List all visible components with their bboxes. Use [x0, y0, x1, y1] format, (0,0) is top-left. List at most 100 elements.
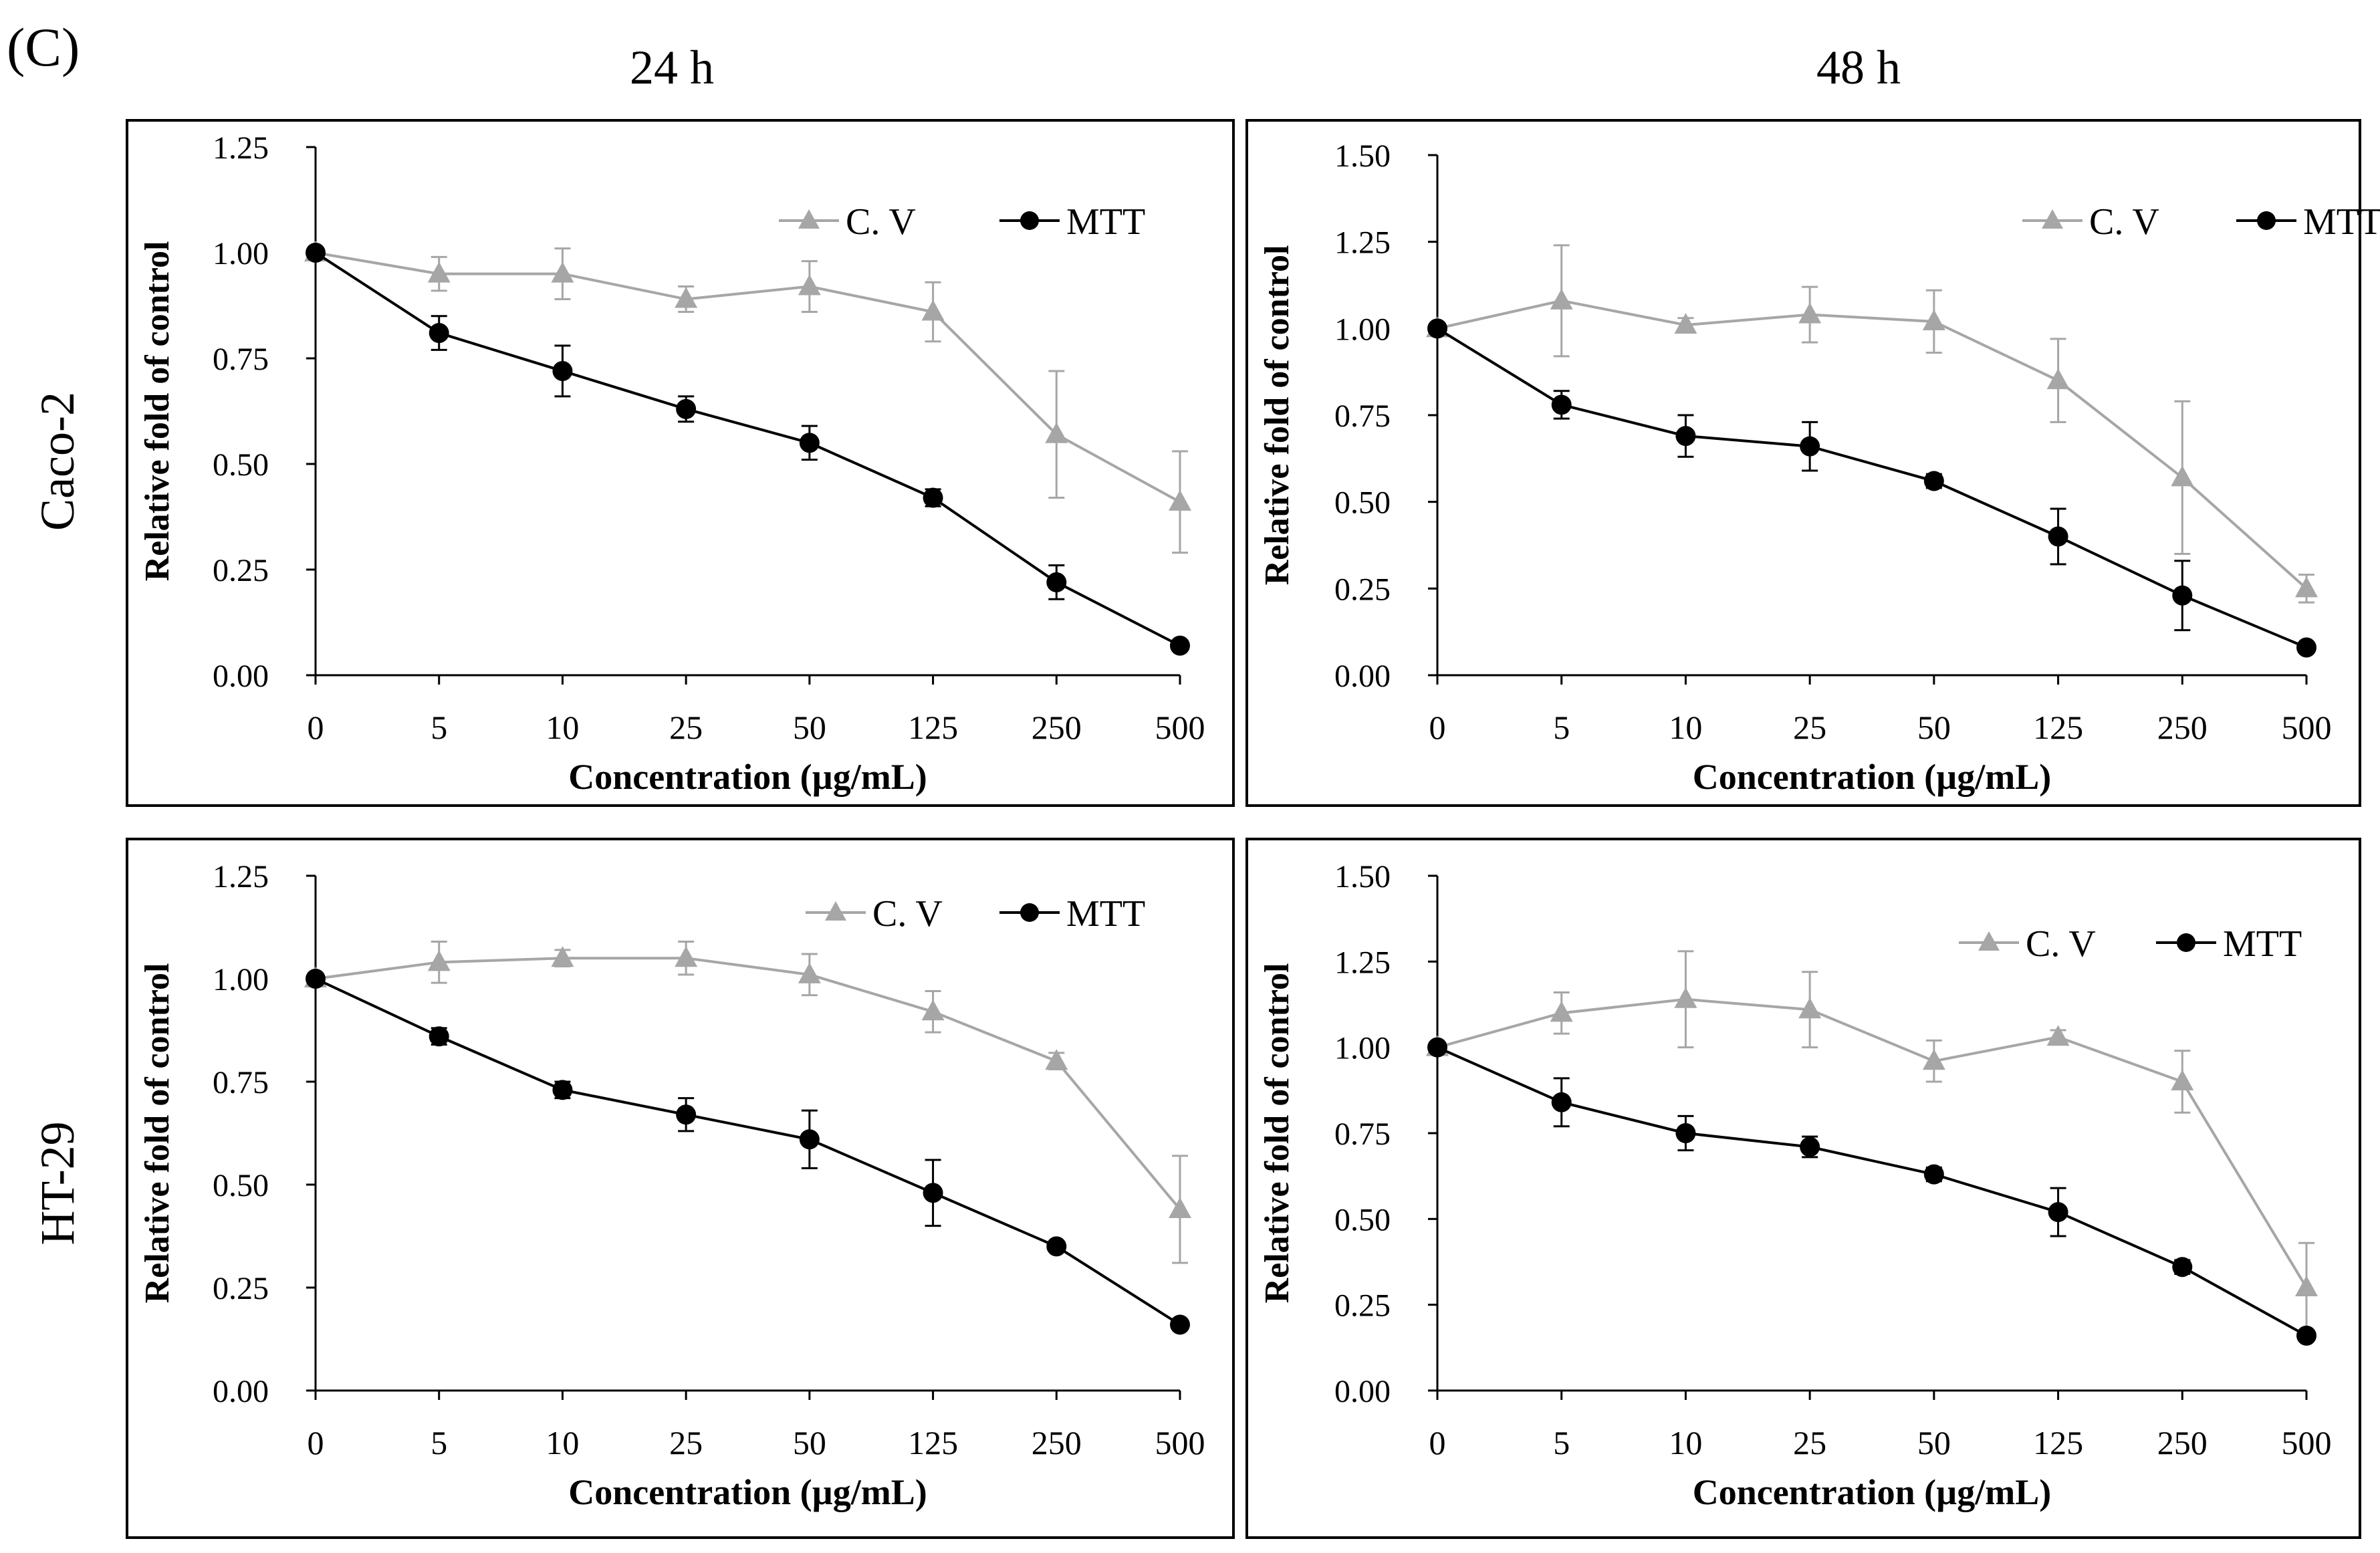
data-point	[923, 487, 943, 508]
data-point	[1551, 394, 1572, 415]
data-point	[798, 274, 821, 295]
x-tick-label: 10	[1669, 1424, 1702, 1461]
data-point	[676, 398, 697, 419]
data-point	[798, 962, 821, 983]
data-point	[2296, 637, 2316, 658]
data-point	[306, 243, 326, 263]
legend-marker	[2042, 209, 2063, 229]
y-tick-label: 0.50	[1334, 1202, 1391, 1237]
data-point	[429, 323, 449, 344]
series-mtt	[1427, 318, 2316, 658]
chart-panel: 0.00 0.25 0.50 0.75 1.00 1.25 0 5 10 25 50 125 250 50…	[126, 838, 1235, 1539]
x-tick-label: 125	[908, 1424, 958, 1461]
x-tick-label: 125	[908, 709, 958, 746]
series-c-v	[1426, 244, 2318, 604]
x-tick-label: 25	[669, 1424, 703, 1461]
data-point	[1427, 1037, 1447, 1058]
x-tick-label: 500	[2282, 709, 2332, 746]
data-point	[1800, 1137, 1820, 1157]
data-point	[551, 261, 574, 283]
legend-label: C. V	[872, 893, 943, 935]
legend-label: C. V	[846, 201, 916, 243]
y-tick-label: 0.50	[213, 1168, 269, 1203]
data-point	[1169, 1197, 1191, 1218]
legend-label: MTT	[1066, 893, 1145, 935]
y-tick-label: 0.25	[1334, 1288, 1391, 1324]
y-tick-label: 0.25	[1334, 572, 1391, 607]
data-point	[2295, 1276, 2318, 1296]
data-point	[2171, 1070, 2194, 1090]
series-line	[1437, 299, 2308, 590]
data-point	[675, 287, 698, 308]
x-tick-label: 10	[546, 709, 579, 746]
chart-frame	[1245, 119, 2361, 807]
x-tick-label: 5	[431, 709, 447, 746]
data-point	[1170, 635, 1190, 656]
x-axis-title: Concentration (µg/mL)	[1693, 1472, 2052, 1512]
legend-label: MTT	[2223, 923, 2302, 965]
data-point	[1798, 302, 1822, 324]
legend-label: C. V	[2026, 923, 2096, 965]
series-c-v	[304, 941, 1191, 1264]
data-point	[1550, 1001, 1573, 1022]
x-tick-label: 250	[1032, 709, 1082, 746]
series-c-v	[304, 241, 1191, 554]
data-point	[1675, 1123, 1696, 1143]
data-point	[1675, 426, 1696, 447]
data-point	[1170, 1314, 1190, 1335]
data-point	[1674, 987, 1697, 1008]
legend: C. V MTT	[779, 201, 1145, 243]
x-axis-title: Concentration (µg/mL)	[1693, 757, 2052, 797]
data-point	[2295, 576, 2318, 598]
y-tick-label: 1.25	[1334, 225, 1391, 261]
data-point	[429, 1026, 449, 1047]
data-point	[2048, 526, 2068, 547]
data-point	[1045, 422, 1068, 443]
x-tick-label: 500	[1155, 1424, 1205, 1461]
legend-marker	[1978, 931, 2000, 951]
data-point	[1550, 288, 1573, 310]
charts-container: 0.000.250.500.751.001.250 5 10 25 50 125 250 50…	[126, 119, 2380, 1539]
data-point	[1551, 1092, 1572, 1112]
data-point	[1674, 313, 1697, 334]
x-tick-label: 0	[308, 1424, 324, 1461]
y-tick-label: 1.25	[213, 130, 269, 166]
data-point	[306, 969, 326, 989]
x-tick-label: 250	[1032, 1424, 1082, 1461]
data-point	[799, 433, 820, 453]
series-line	[1436, 327, 2307, 649]
legend-marker	[798, 209, 820, 229]
chart-frame	[1245, 838, 2361, 1539]
y-axis-title: Relative fold of control	[138, 241, 176, 582]
x-tick-label: 5	[1553, 1424, 1570, 1461]
y-tick-label: 0.50	[213, 447, 269, 483]
legend-label: C. V	[2089, 201, 2159, 243]
legend-marker	[2257, 211, 2276, 230]
y-tick-label: 0.00	[1334, 659, 1391, 694]
series-mtt	[1427, 1037, 2316, 1346]
panel-label: (C)	[7, 17, 80, 78]
y-tick-label: 0.75	[213, 1065, 269, 1100]
data-point	[1798, 997, 1822, 1019]
y-tick-label: 1.50	[1334, 859, 1391, 894]
y-tick-label: 0.00	[213, 659, 269, 694]
data-point	[2296, 1325, 2316, 1346]
x-tick-label: 250	[2157, 1424, 2208, 1461]
y-tick-label: 1.00	[1334, 312, 1391, 347]
legend: C. V MTT	[806, 893, 1145, 935]
row-header-caco2: Caco-2	[31, 392, 84, 531]
chart-frame	[126, 838, 1235, 1539]
y-tick-label: 1.25	[213, 859, 269, 894]
x-tick-label: 125	[2033, 709, 2083, 746]
y-tick-label: 1.25	[1334, 945, 1391, 980]
y-tick-label: 1.00	[1334, 1031, 1391, 1066]
column-header-24h: 24 h	[630, 41, 714, 94]
x-tick-label: 25	[1793, 1424, 1826, 1461]
data-point	[2172, 585, 2193, 606]
data-point	[921, 300, 945, 321]
data-point	[2046, 368, 2070, 390]
series-line	[1437, 1046, 2307, 1337]
column-header-48h: 48 h	[1816, 41, 1901, 94]
x-tick-label: 50	[1917, 1424, 1951, 1461]
